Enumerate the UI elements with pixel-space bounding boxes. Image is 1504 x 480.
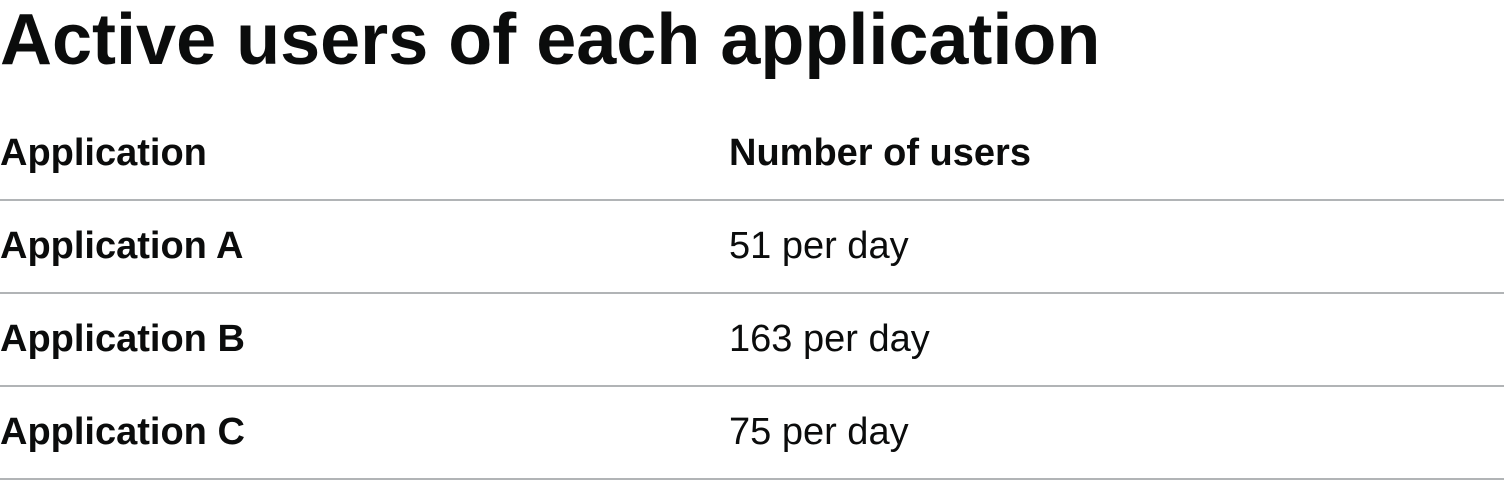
column-header-application: Application xyxy=(0,108,729,201)
table-row: Application C 75 per day xyxy=(0,386,1504,480)
row-header-application: Application A xyxy=(0,200,729,294)
column-header-number-of-users: Number of users xyxy=(729,108,1504,201)
table-row: Application B 163 per day xyxy=(0,293,1504,387)
table-row: Application A 51 per day xyxy=(0,200,1504,294)
table-header-row: Application Number of users xyxy=(0,108,1504,201)
row-header-application: Application B xyxy=(0,293,729,387)
cell-number-of-users: 75 per day xyxy=(729,386,1504,480)
users-table: Application Number of users Application … xyxy=(0,108,1504,480)
cell-number-of-users: 163 per day xyxy=(729,293,1504,387)
cell-number-of-users: 51 per day xyxy=(729,200,1504,294)
page-title: Active users of each application xyxy=(0,0,1101,80)
table-body: Application A 51 per day Application B 1… xyxy=(0,200,1504,480)
table-header: Application Number of users xyxy=(0,108,1504,201)
row-header-application: Application C xyxy=(0,386,729,480)
